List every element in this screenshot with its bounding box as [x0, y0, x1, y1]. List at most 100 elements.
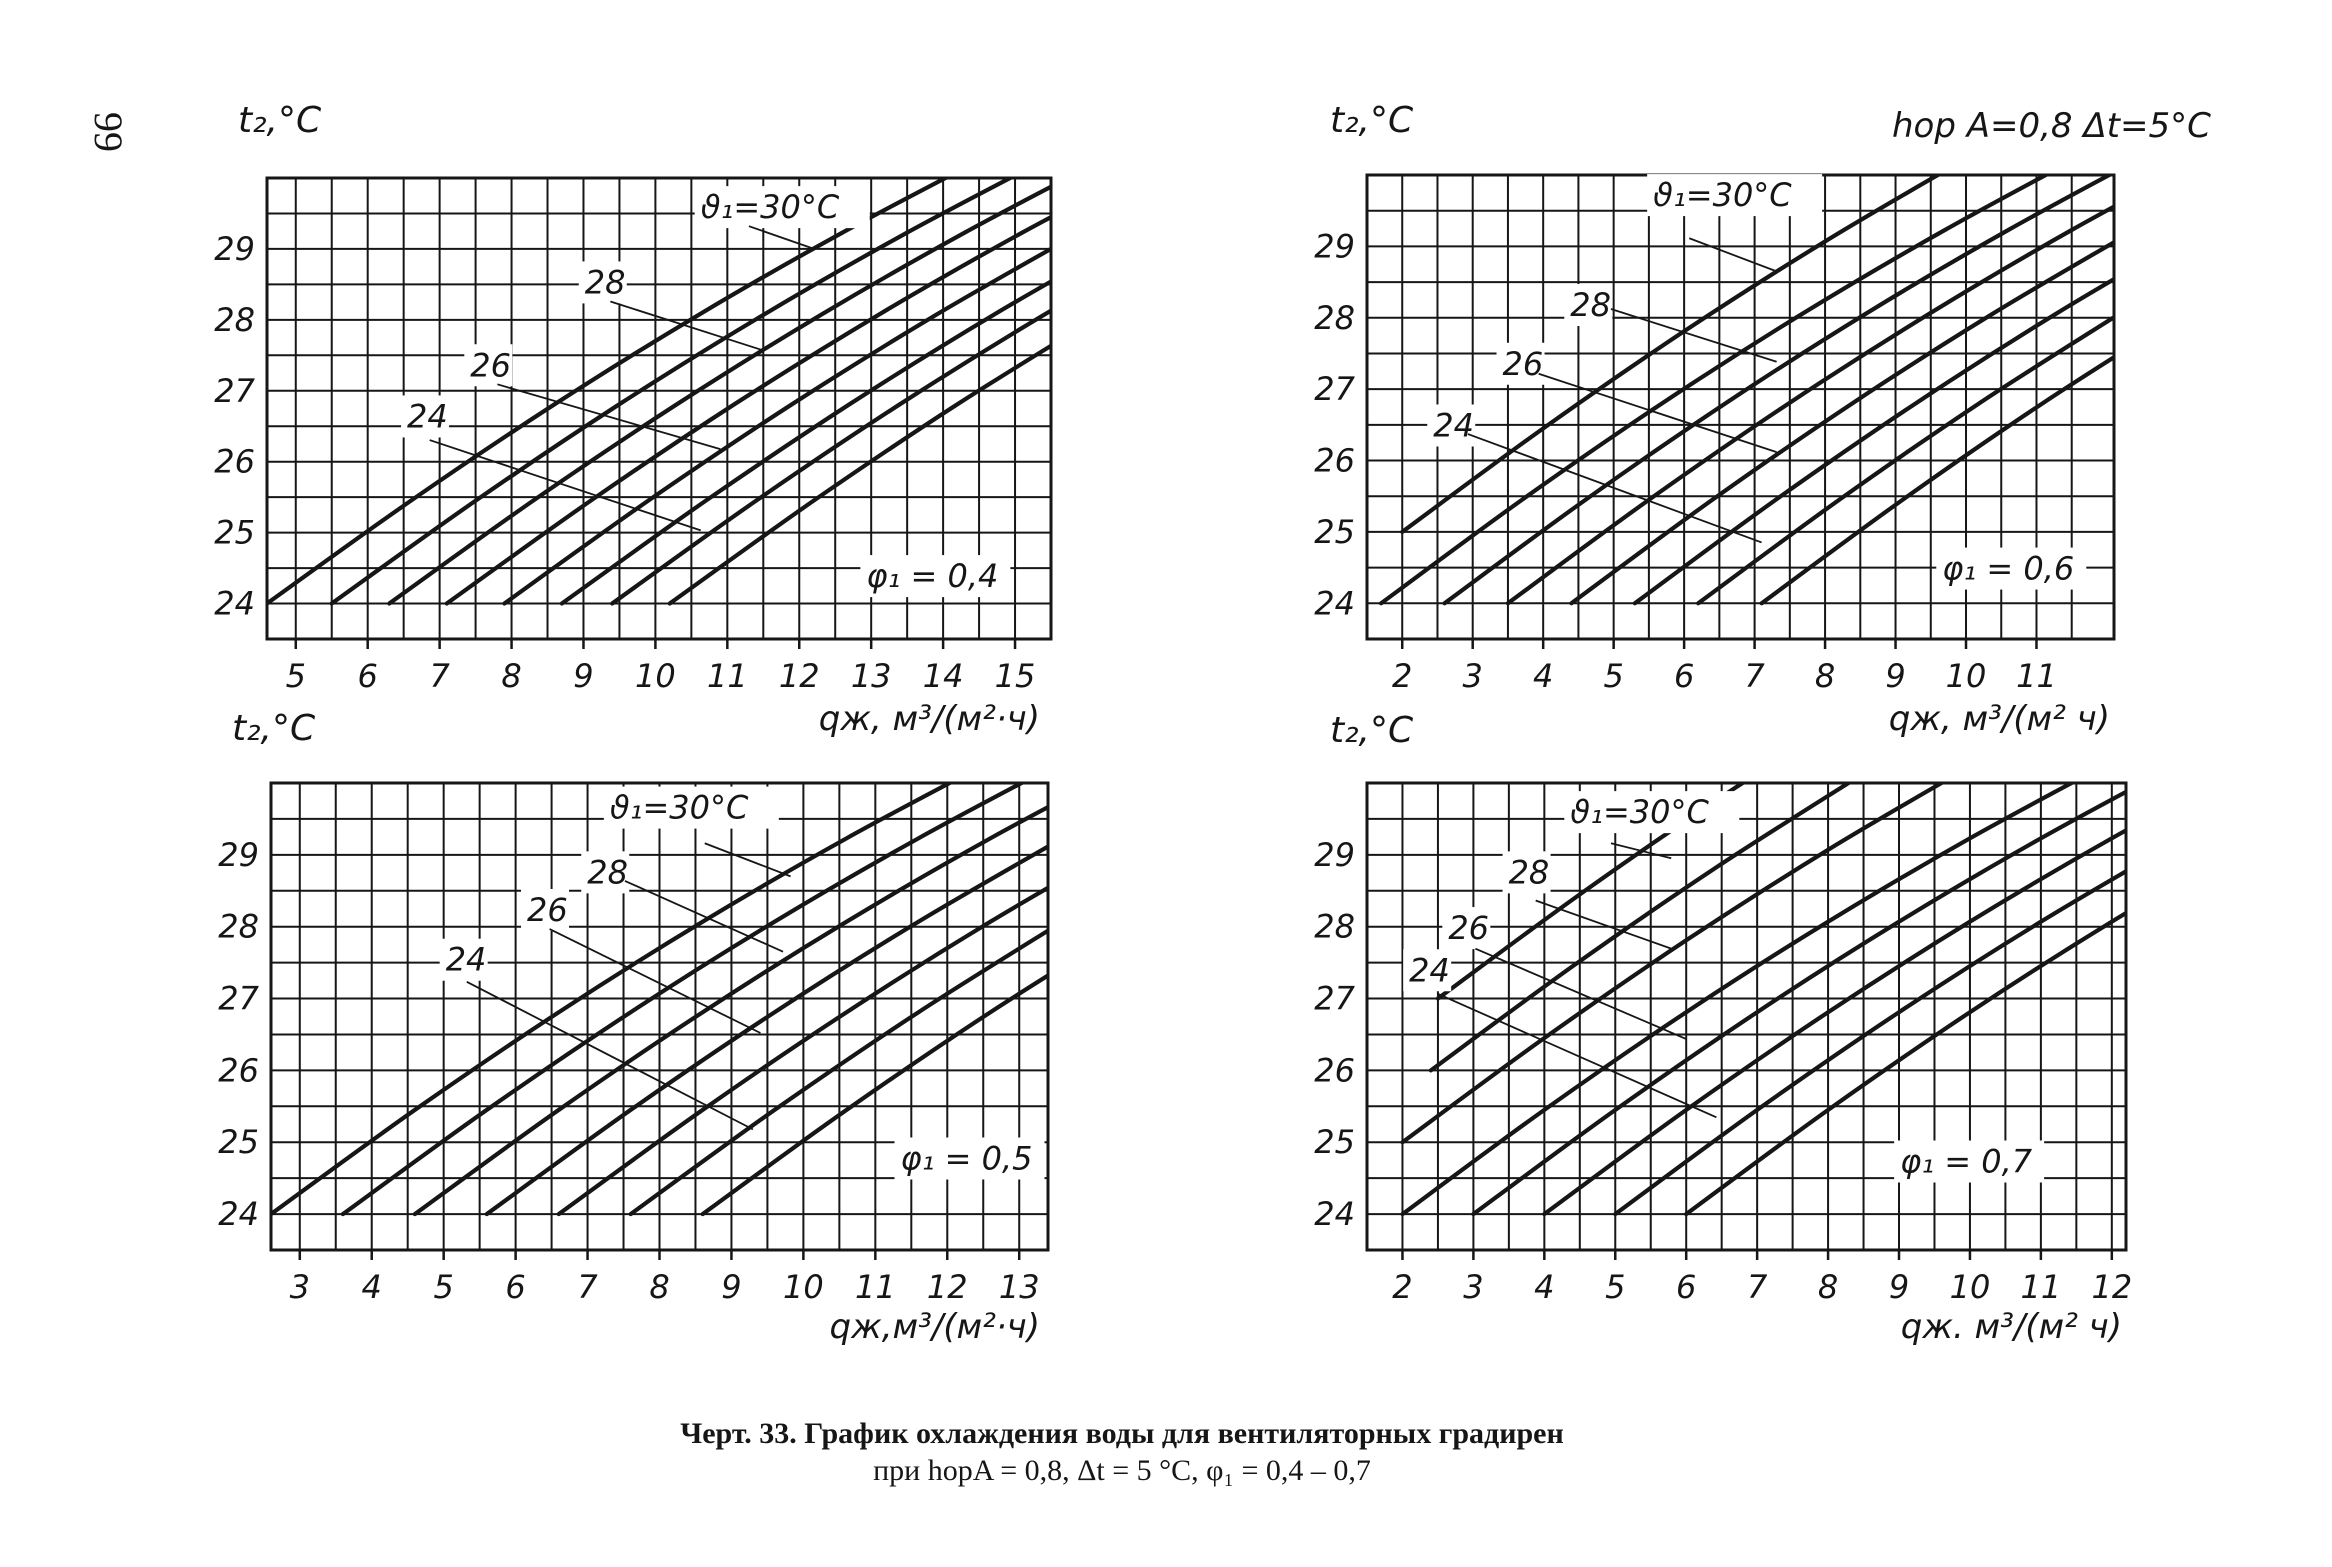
x-tick-label: 10 — [635, 657, 676, 695]
y-tick-label: 26 — [1314, 1051, 1355, 1089]
annotation-backdrop — [1564, 791, 1740, 834]
curve — [1442, 175, 2114, 606]
x-tick-label: 11 — [2021, 1268, 2062, 1306]
x-tick-label: 5 — [1603, 657, 1623, 695]
y-tick-label: 29 — [1314, 836, 1355, 874]
y-tick-label: 28 — [218, 908, 259, 946]
curve — [1400, 783, 1946, 1145]
y-axis-label: t₂,°C — [1330, 100, 1414, 141]
x-tick-label: 13 — [851, 657, 892, 695]
y-tick-label: 26 — [218, 1051, 259, 1089]
x-tick-label: 10 — [1950, 1268, 1991, 1306]
curve — [1684, 910, 2126, 1217]
curve — [412, 804, 1048, 1217]
curve — [1569, 239, 2114, 606]
caption-subtitle: при hорA = 0,8, Δt = 5 °C, φ₁ = 0,4 – 0,… — [873, 1454, 1371, 1487]
leader-line — [1610, 842, 1672, 860]
y-tick-label: 27 — [218, 980, 259, 1018]
x-tick-label: 11 — [855, 1268, 896, 1306]
annotation: φ₁ = 0,7 — [1900, 1143, 2033, 1181]
curve — [556, 885, 1048, 1217]
annotation: 28 — [1570, 286, 1611, 324]
curve — [502, 246, 1051, 606]
y-tick-label: 27 — [214, 372, 255, 410]
y-tick-label: 29 — [214, 230, 255, 268]
annotation-backdrop — [860, 555, 1011, 598]
leader-line — [429, 439, 702, 532]
leader-line — [1688, 237, 1777, 273]
curve — [444, 214, 1051, 606]
annotation: ϑ₁=30°C — [1570, 793, 1709, 831]
curve — [610, 308, 1051, 606]
curves — [1379, 175, 2114, 606]
annotation: 26 — [1448, 909, 1489, 947]
annotation: 28 — [1509, 853, 1550, 891]
y-tick-label: 25 — [214, 514, 255, 552]
curves — [1400, 783, 2126, 1217]
curve — [1400, 783, 2077, 1217]
x-axis-label: qж, м³/(м² ч) — [1889, 699, 2110, 739]
x-tick-label: 12 — [927, 1268, 968, 1306]
curve — [340, 783, 1027, 1217]
chart: 5 6 7 8 9 10 11 12 13 14 15 24 25 26 27 28 29 t₂,°C qж, м³… — [214, 100, 1053, 739]
curve — [1632, 276, 2114, 606]
x-tick-label: 10 — [783, 1268, 824, 1306]
x-tick-label: 10 — [1946, 657, 1987, 695]
y-tick-label: 27 — [1314, 370, 1355, 408]
annotation-backdrop — [581, 851, 630, 894]
x-tick-label: 7 — [1744, 657, 1765, 695]
x-axis-label: qж. м³/(м² ч) — [1901, 1307, 2122, 1347]
curve — [700, 972, 1048, 1217]
annotation: ϑ₁=30°C — [610, 789, 749, 827]
x-tick-label: 6 — [1676, 1268, 1696, 1306]
leader-line — [1610, 308, 1777, 363]
x-tick-label: 14 — [923, 657, 964, 695]
y-tick-label: 27 — [1314, 980, 1355, 1018]
annotation: ϑ₁=30°C — [1653, 176, 1792, 214]
curve — [667, 343, 1051, 606]
y-tick-label: 26 — [214, 443, 255, 481]
y-tick-label: 24 — [218, 1195, 259, 1233]
curve — [1696, 314, 2114, 606]
curve — [484, 844, 1048, 1217]
annotation-backdrop — [439, 938, 488, 981]
annotation: 24 — [1409, 951, 1450, 989]
leader-line — [1475, 947, 1687, 1040]
annotation-backdrop — [1894, 1140, 2045, 1183]
leader-line — [748, 225, 814, 250]
annotation-backdrop — [521, 889, 570, 932]
curve — [1379, 175, 2051, 606]
annotation: φ₁ = 0,4 — [866, 557, 998, 595]
x-tick-label: 8 — [1815, 657, 1835, 695]
leader-line — [610, 300, 762, 351]
annotation-backdrop — [1442, 907, 1491, 950]
x-tick-label: 7 — [577, 1268, 598, 1306]
x-tick-label: 12 — [779, 657, 820, 695]
annotation-backdrop — [694, 186, 870, 229]
curve — [329, 178, 1015, 606]
y-tick-label: 28 — [1314, 908, 1355, 946]
y-tick-label: 24 — [1314, 584, 1355, 622]
annotation: 28 — [585, 263, 626, 301]
curve — [271, 783, 955, 1217]
x-tick-label: 9 — [1889, 1268, 1909, 1306]
x-tick-label: 5 — [286, 657, 306, 695]
y-tick-label: 29 — [1314, 227, 1355, 265]
y-tick-label: 28 — [214, 301, 255, 339]
x-tick-label: 7 — [429, 657, 450, 695]
x-tick-label: 3 — [1463, 1268, 1483, 1306]
leader-line — [704, 842, 791, 878]
x-tick-label: 6 — [505, 1268, 525, 1306]
x-tick-label: 7 — [1747, 1268, 1768, 1306]
x-tick-label: 11 — [2016, 657, 2057, 695]
curves — [271, 783, 1048, 1217]
y-axis-label: t₂,°C — [1330, 710, 1414, 751]
y-tick-label: 28 — [1314, 299, 1355, 337]
curve — [1542, 827, 2126, 1217]
x-tick-label: 4 — [1533, 657, 1553, 695]
annotation-backdrop — [1936, 547, 2087, 590]
curve — [1428, 783, 1853, 1073]
x-tick-label: 13 — [999, 1268, 1040, 1306]
x-tick-label: 2 — [1392, 1268, 1412, 1306]
